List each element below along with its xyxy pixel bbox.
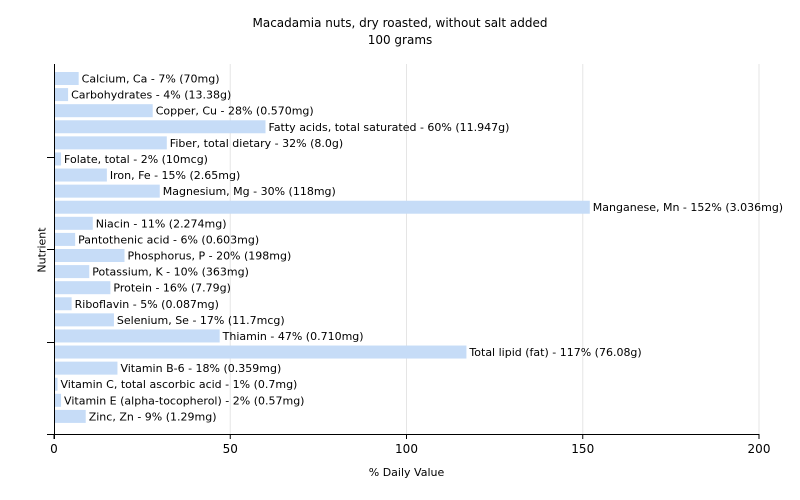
bar-label: Thiamin - 47% (0.710mg) [222,330,364,343]
bar [55,377,58,391]
bar-label: Vitamin C, total ascorbic acid - 1% (0.7… [61,378,298,391]
x-tick-label: 150 [571,442,594,456]
bar [55,393,62,407]
bar [55,104,153,118]
bar-label: Potassium, K - 10% (363mg) [92,266,249,279]
bar [55,409,86,423]
bar [55,313,114,327]
bar-label: Pantothenic acid - 6% (0.603mg) [78,233,259,246]
bar-label: Selenium, Se - 17% (11.7mcg) [117,314,285,327]
bar-label: Folate, total - 2% (10mcg) [64,153,208,166]
x-tick-label: 0 [50,442,58,456]
bar [55,168,107,182]
bar-label: Magnesium, Mg - 30% (118mg) [163,185,336,198]
bar-label: Zinc, Zn - 9% (1.29mg) [89,410,217,423]
bar [55,249,125,262]
x-tick-label: 200 [748,442,771,456]
bar-label: Iron, Fe - 15% (2.65mg) [110,169,240,182]
chart-subtitle: 100 grams [367,33,433,47]
bar [55,265,90,279]
bar [55,136,167,150]
x-tick-label: 50 [223,442,238,456]
bar-label: Niacin - 11% (2.274mg) [96,217,227,230]
bar-label: Carbohydrates - 4% (13.38g) [71,89,231,102]
bar [55,184,160,198]
bar-label: Copper, Cu - 28% (0.570mg) [156,105,314,118]
bar-label: Vitamin B-6 - 18% (0.359mg) [120,362,281,375]
bar-label: Calcium, Ca - 7% (70mg) [82,73,220,86]
bar [55,297,72,311]
bar [55,281,111,295]
bar [55,361,118,375]
bar-label: Riboflavin - 5% (0.087mg) [75,298,219,311]
bar [55,232,76,246]
bar [55,152,62,166]
bar-label: Manganese, Mn - 152% (3.036mg) [593,201,783,214]
chart-title: Macadamia nuts, dry roasted, without sal… [252,16,548,30]
bar [55,120,266,134]
bar [55,72,79,85]
bar-label: Total lipid (fat) - 117% (76.08g) [468,346,641,359]
bar-label: Fatty acids, total saturated - 60% (11.9… [269,121,510,134]
bar [55,345,467,359]
bar [55,88,69,102]
bar [55,200,590,214]
y-axis-label: Nutrient [35,227,49,273]
bar [55,329,220,343]
bar-label: Vitamin E (alpha-tocopherol) - 2% (0.57m… [64,394,304,407]
bar [55,216,93,230]
bar-label: Fiber, total dietary - 32% (8.0g) [170,137,343,150]
x-axis-label: % Daily Value [368,466,445,479]
x-tick-label: 100 [395,442,418,456]
bar-label: Phosphorus, P - 20% (198mg) [128,250,292,263]
bar-label: Protein - 16% (7.79g) [113,282,231,295]
